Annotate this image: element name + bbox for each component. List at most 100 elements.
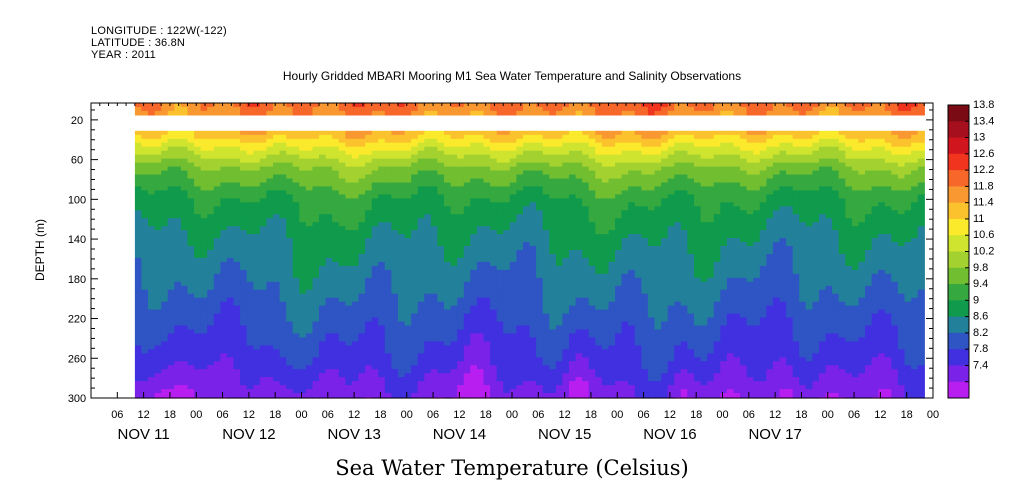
heat-cell <box>569 389 577 394</box>
heat-cell <box>582 222 590 227</box>
heat-cell <box>148 329 156 335</box>
heat-cell <box>259 377 267 382</box>
heat-cell <box>134 254 143 259</box>
heat-cell <box>161 361 169 366</box>
heat-cell <box>496 325 504 331</box>
heat-cell <box>338 301 346 307</box>
heat-cell <box>213 210 221 215</box>
heat-cell <box>299 257 307 263</box>
heat-cell <box>266 150 274 156</box>
heat-cell <box>503 150 511 156</box>
heat-cell <box>319 242 327 247</box>
heat-cell <box>154 150 162 156</box>
heat-cell <box>319 313 327 319</box>
heat-cell <box>417 385 425 390</box>
heat-cell <box>351 297 360 303</box>
heat-cell <box>490 321 498 327</box>
heat-cell <box>562 353 570 358</box>
heat-cell <box>240 250 248 255</box>
heat-cell <box>411 150 419 156</box>
heat-cell <box>496 146 504 152</box>
heat-cell <box>200 373 208 378</box>
heat-cell <box>404 313 412 319</box>
heat-cell <box>312 393 320 398</box>
heat-cell <box>213 134 221 140</box>
heat-cell <box>312 385 320 390</box>
heat-cell <box>134 162 143 168</box>
heat-cell <box>292 365 300 370</box>
heat-cell <box>233 134 241 140</box>
heat-cell <box>424 107 432 112</box>
heat-cell <box>286 138 294 144</box>
heat-cell <box>582 202 590 207</box>
heat-cell <box>555 246 564 251</box>
heat-cell <box>463 154 471 160</box>
heat-cell <box>312 317 320 323</box>
heat-cell <box>207 103 215 108</box>
heat-cell <box>180 194 189 199</box>
heat-cell <box>246 154 254 160</box>
heat-cell <box>292 166 300 172</box>
heat-cell <box>161 198 169 203</box>
heat-cell <box>312 103 320 108</box>
heat-cell <box>213 218 221 223</box>
heat-cell <box>371 154 379 160</box>
heat-cell <box>417 281 425 287</box>
heat-cell <box>200 130 208 136</box>
heat-cell <box>312 170 320 176</box>
heat-cell <box>384 198 392 203</box>
heat-cell <box>555 202 564 207</box>
heat-cell <box>345 333 353 338</box>
heat-cell <box>365 190 373 195</box>
heat-cell <box>233 103 241 108</box>
heat-cell <box>371 341 379 346</box>
heat-cell <box>305 377 314 382</box>
heat-cell <box>180 329 189 335</box>
heat-cell <box>141 230 149 235</box>
heat-cell <box>141 190 149 195</box>
heat-cell <box>213 238 221 243</box>
heat-cell <box>411 246 419 251</box>
heat-cell <box>549 134 557 140</box>
heat-cell <box>496 289 504 295</box>
heat-cell <box>358 301 366 307</box>
heat-cell <box>319 134 327 140</box>
heat-cell <box>345 242 353 247</box>
heat-cell <box>496 281 504 287</box>
heat-cell <box>371 250 379 255</box>
heat-cell <box>529 154 537 160</box>
heat-cell <box>174 230 182 235</box>
heat-cell <box>305 194 314 199</box>
heat-cell <box>437 341 445 346</box>
heat-cell <box>332 289 340 295</box>
heat-cell <box>391 345 399 350</box>
heat-cell <box>148 373 156 378</box>
heat-cell <box>213 333 221 338</box>
heat-cell <box>391 309 399 315</box>
heat-cell <box>299 210 307 215</box>
heat-cell <box>430 158 439 164</box>
heat-cell <box>503 361 511 366</box>
heat-cell <box>417 238 425 243</box>
heat-cell <box>575 385 583 390</box>
heat-cell <box>174 194 182 199</box>
heat-cell <box>582 210 590 215</box>
heat-cell <box>246 146 254 152</box>
heat-cell <box>483 285 491 291</box>
heat-cell <box>305 389 314 394</box>
heat-cell <box>516 194 524 199</box>
heat-cell <box>220 150 228 156</box>
heat-cell <box>332 373 340 378</box>
heat-cell <box>134 317 143 323</box>
heat-cell <box>424 373 432 378</box>
heat-cell <box>398 206 406 211</box>
heat-cell <box>575 194 583 199</box>
heat-cell <box>286 110 294 116</box>
heat-cell <box>450 142 458 148</box>
heat-cell <box>200 194 208 199</box>
heat-cell <box>332 186 340 191</box>
heat-cell <box>569 226 577 231</box>
heat-cell <box>575 146 583 152</box>
heat-cell <box>503 103 511 108</box>
heat-cell <box>490 289 498 295</box>
